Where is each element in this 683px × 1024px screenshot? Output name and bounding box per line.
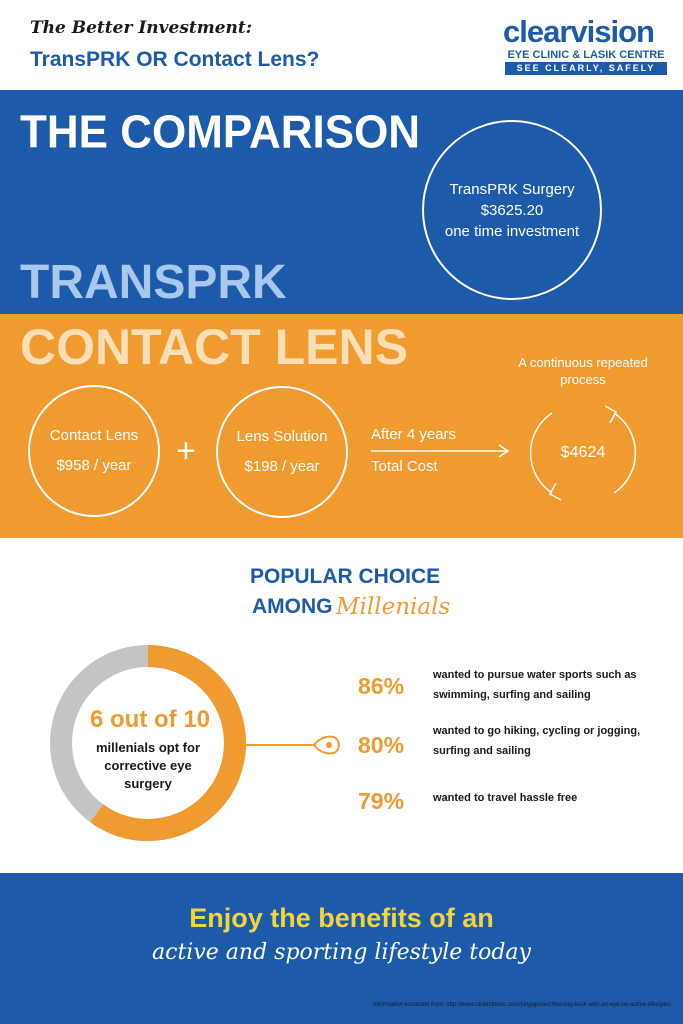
arrow-right-icon (371, 444, 510, 458)
transprk-label: TRANSPRK (20, 256, 287, 309)
transprk-circle-line1: TransPRK Surgery (449, 180, 575, 198)
logo-brand-text: clearvision (503, 14, 655, 49)
plus-icon: + (176, 432, 196, 470)
stat-percent-travel: 79% (358, 788, 405, 814)
contact-lens-cost-circle: Contact Lens $958 / year (28, 385, 160, 517)
donut-fill-arc (50, 645, 246, 841)
total-cost-label: Total Cost (371, 458, 438, 475)
source-citation: Information extracted from: http://www.s… (372, 1002, 671, 1008)
header-subtitle: The Better Investment: (30, 18, 253, 38)
popular-heading-line2: AMONG (252, 595, 333, 618)
stat-desc-travel: wanted to travel hassle free (433, 792, 578, 804)
transprk-circle-line3: one time investment (444, 222, 580, 240)
lens-solution-cost-circle: Lens Solution $198 / year (216, 386, 348, 518)
lens-circle-label: Contact Lens (49, 427, 139, 444)
footer-headline: Enjoy the benefits of an (189, 903, 494, 933)
stat-desc-water-sports: wanted to pursue water sports such as sw… (433, 669, 637, 701)
pointer-connector-icon (246, 735, 340, 755)
total-cost-value: $4624 (536, 406, 630, 500)
footer-tagline: active and sporting lifestyle today (152, 940, 531, 965)
comparison-title: THE COMPARISON (20, 106, 421, 159)
contact-lens-title: CONTACT LENS (20, 319, 408, 375)
continuous-process-note: A continuous repeated process (518, 355, 648, 387)
transprk-circle-price: $3625.20 (480, 201, 544, 219)
repeat-cycle-icon (529, 405, 637, 501)
donut-caption: millenials opt for corrective eye surger… (95, 740, 200, 791)
popular-heading-millenials: Millenials (336, 594, 451, 620)
logo-subline: EYE CLINIC & LASIK CENTRE (507, 49, 665, 61)
popular-heading-line1: POPULAR CHOICE (250, 565, 441, 588)
millenials-donut-chart (50, 645, 246, 841)
stat-percent-water-sports: 86% (358, 673, 405, 699)
footer-band (0, 873, 683, 1024)
clearvision-logo[interactable]: clearvision EYE CLINIC & LASIK CENTRE SE… (503, 14, 669, 75)
stat-percent-hiking: 80% (358, 732, 405, 758)
transprk-cost-circle: TransPRK Surgery $3625.20 one time inves… (422, 120, 602, 300)
solution-circle-price: $198 / year (244, 458, 320, 475)
stat-desc-hiking: wanted to go hiking, cycling or jogging,… (433, 725, 641, 757)
logo-tagline: SEE CLEARLY, SAFELY (505, 62, 667, 75)
header-title: TransPRK OR Contact Lens? (30, 48, 320, 71)
donut-ratio-text: 6 out of 10 (90, 706, 211, 733)
total-cost-amount: $4624 (560, 444, 606, 461)
after-years-label: After 4 years (371, 426, 457, 443)
lens-circle-price: $958 / year (56, 457, 132, 474)
solution-circle-label: Lens Solution (236, 428, 328, 445)
